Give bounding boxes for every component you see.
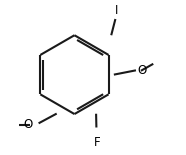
Text: F: F: [94, 136, 101, 149]
Text: I: I: [115, 4, 118, 17]
Text: O: O: [138, 64, 147, 77]
Text: O: O: [23, 118, 33, 131]
